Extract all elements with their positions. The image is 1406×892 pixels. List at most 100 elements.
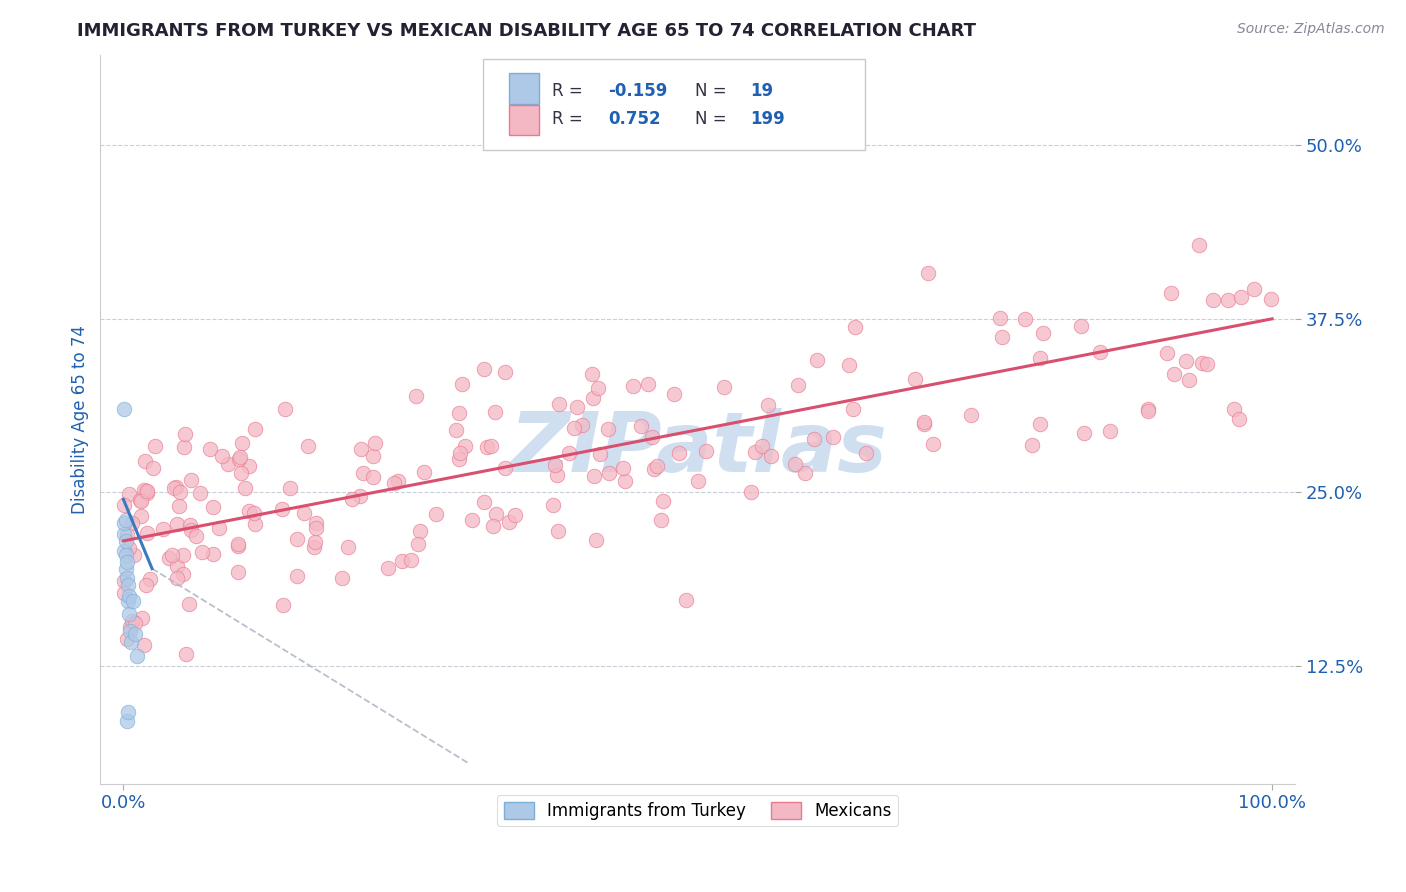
Point: [305, 516, 328, 531]
Point: [121, 593, 143, 607]
Point: [472, 362, 495, 376]
Point: [990, 330, 1012, 344]
Point: [115, 571, 138, 585]
Point: [1163, 368, 1185, 382]
Point: [285, 533, 308, 547]
Point: [238, 458, 260, 473]
Point: [114, 533, 136, 548]
Point: [454, 439, 477, 453]
Point: [449, 446, 471, 460]
Point: [1260, 293, 1282, 307]
Point: [546, 468, 568, 483]
Point: [855, 446, 877, 460]
Point: [794, 466, 817, 480]
Point: [1029, 351, 1052, 366]
Point: [120, 635, 142, 649]
Point: [444, 423, 467, 437]
Point: [558, 446, 581, 460]
Point: [598, 422, 620, 436]
Bar: [509, 104, 538, 136]
Point: [713, 380, 735, 394]
Point: [166, 559, 188, 574]
Point: [129, 494, 152, 508]
Point: [352, 466, 374, 480]
Point: [475, 440, 498, 454]
Point: [117, 705, 139, 719]
Point: [484, 405, 506, 419]
Point: [405, 389, 427, 403]
Point: [1029, 417, 1052, 431]
Point: [135, 578, 157, 592]
Point: [270, 502, 292, 516]
Point: [485, 507, 508, 521]
Point: [1032, 326, 1054, 341]
Point: [1156, 346, 1178, 360]
Point: [988, 311, 1011, 326]
Text: -0.159: -0.159: [609, 82, 668, 100]
Point: [340, 492, 363, 507]
Point: [231, 435, 253, 450]
Point: [494, 365, 516, 379]
Point: [1174, 354, 1197, 368]
Point: [598, 466, 620, 480]
Point: [136, 525, 159, 540]
Point: [361, 449, 384, 463]
Point: [1021, 438, 1043, 452]
Point: [114, 402, 136, 417]
Point: [135, 483, 157, 498]
Point: [124, 615, 146, 630]
Point: [1223, 401, 1246, 416]
Point: [118, 590, 141, 604]
Point: [668, 446, 690, 460]
Point: [761, 449, 783, 463]
Point: [135, 483, 157, 498]
Point: [582, 391, 605, 405]
Point: [228, 536, 250, 550]
Point: [585, 533, 607, 548]
Point: [461, 513, 484, 527]
Text: 199: 199: [751, 111, 785, 128]
Point: [172, 548, 194, 562]
Point: [413, 465, 436, 479]
Point: [695, 444, 717, 458]
Text: R =: R =: [553, 82, 588, 100]
Point: [278, 481, 301, 495]
Point: [128, 493, 150, 508]
Point: [621, 378, 644, 392]
Point: [922, 437, 945, 451]
Point: [1191, 356, 1213, 370]
Point: [115, 555, 138, 569]
Text: R =: R =: [553, 111, 588, 128]
Point: [650, 513, 672, 527]
Point: [202, 500, 225, 514]
Point: [134, 483, 156, 497]
Point: [226, 539, 249, 553]
Point: [211, 449, 233, 463]
Point: [160, 548, 183, 562]
Point: [547, 524, 569, 539]
Point: [180, 523, 202, 537]
Point: [844, 320, 866, 334]
Point: [304, 521, 326, 535]
Point: [1137, 402, 1160, 417]
Point: [142, 460, 165, 475]
FancyBboxPatch shape: [482, 59, 865, 150]
Point: [842, 401, 865, 416]
Point: [630, 419, 652, 434]
Point: [217, 457, 239, 471]
Point: [406, 537, 429, 551]
Point: [503, 508, 526, 523]
Point: [472, 495, 495, 509]
Point: [166, 570, 188, 584]
Point: [188, 486, 211, 500]
Point: [336, 541, 359, 555]
Point: [917, 266, 939, 280]
Text: N =: N =: [696, 82, 733, 100]
Point: [447, 452, 470, 467]
Point: [1243, 282, 1265, 296]
Point: [202, 547, 225, 561]
Point: [114, 548, 136, 562]
Point: [959, 408, 981, 422]
Point: [382, 476, 405, 491]
Point: [157, 551, 180, 566]
